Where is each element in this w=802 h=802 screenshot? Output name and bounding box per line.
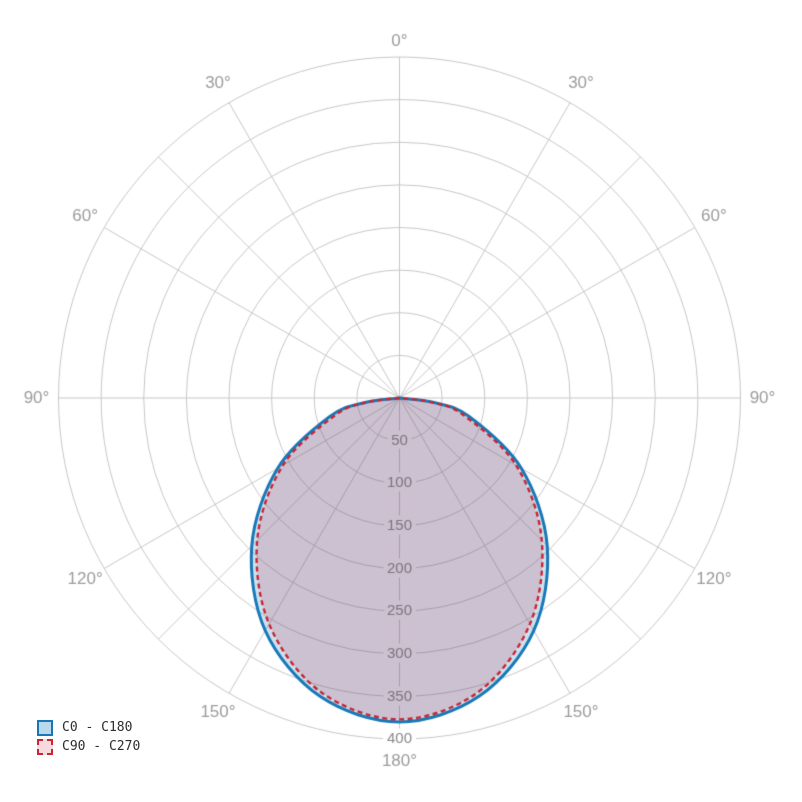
legend-label-c0-c180: C0 - C180 [62,720,133,735]
legend-item-c0-c180: C0 - C180 [37,720,140,736]
legend-item-c90-c270: C90 - C270 [37,739,140,755]
legend-label-c90-c270: C90 - C270 [62,739,141,754]
c0-c180-swatch-icon [37,720,53,736]
c90-c270-swatch-icon [37,739,53,755]
legend: C0 - C180 C90 - C270 [37,720,140,755]
